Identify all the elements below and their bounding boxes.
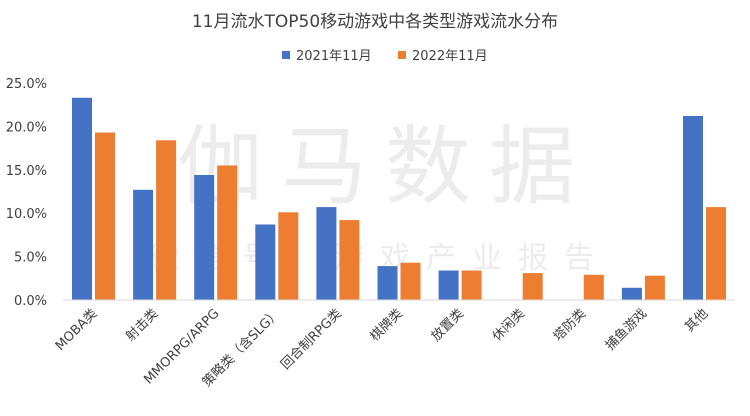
watermark-main: 伽马数据 (177, 117, 593, 217)
legend: 2021年11月 2022年11月 (282, 49, 488, 64)
bar-2022-7 (522, 273, 543, 300)
bar-2021-6 (438, 270, 459, 300)
x-tick-label: 放置类 (429, 306, 467, 344)
bar-2022-8 (583, 274, 604, 300)
x-tick-label: 回合制RPG类 (278, 306, 344, 372)
legend-swatch-2022 (398, 51, 406, 59)
bar-2022-4 (339, 220, 360, 300)
bar-2022-0 (95, 132, 115, 300)
bar-2021-2 (194, 175, 215, 300)
x-tick-label: 射击类 (123, 306, 162, 345)
x-tick-label: MOBA类 (53, 306, 101, 354)
y-tick-label: 20.0% (6, 120, 47, 135)
bar-2021-1 (133, 189, 154, 300)
x-tick-label: 休闲类 (490, 306, 528, 344)
bar-2021-5 (377, 266, 398, 300)
bar-2021-10 (683, 116, 703, 300)
x-tick-label: 捕鱼游戏 (602, 306, 650, 354)
watermark: 伽马数据 微信号：游戏产业报告 (150, 117, 594, 276)
bar-2022-6 (461, 270, 482, 300)
bar-2021-4 (316, 207, 337, 300)
bar-2022-9 (644, 275, 665, 300)
y-tick-label: 15.0% (6, 164, 47, 179)
bar-2021-0 (72, 97, 92, 300)
bar-2022-5 (400, 262, 421, 300)
x-tick-label: 其他 (682, 306, 711, 335)
y-tick-label: 10.0% (6, 207, 47, 222)
bar-2022-2 (217, 165, 238, 300)
legend-swatch-2021 (282, 51, 290, 59)
legend-label-2022: 2022年11月 (412, 49, 488, 64)
legend-label-2021: 2021年11月 (296, 49, 372, 64)
bar-2021-9 (621, 287, 642, 300)
y-tick-label: 5.0% (14, 251, 47, 266)
y-tick-label: 0.0% (14, 294, 47, 309)
bars (72, 97, 726, 300)
bar-2021-3 (255, 224, 276, 300)
y-axis: 0.0% 5.0% 10.0% 15.0% 20.0% 25.0% (6, 77, 47, 309)
x-tick-label: 棋牌类 (367, 306, 406, 345)
bar-2022-1 (156, 140, 177, 300)
y-tick-label: 25.0% (6, 77, 47, 92)
bar-2022-10 (706, 207, 726, 300)
bar-2022-3 (278, 212, 299, 300)
chart-title: 11月流水TOP50移动游戏中各类型游戏流水分布 (192, 12, 558, 32)
x-tick-label: 塔防类 (550, 306, 589, 345)
